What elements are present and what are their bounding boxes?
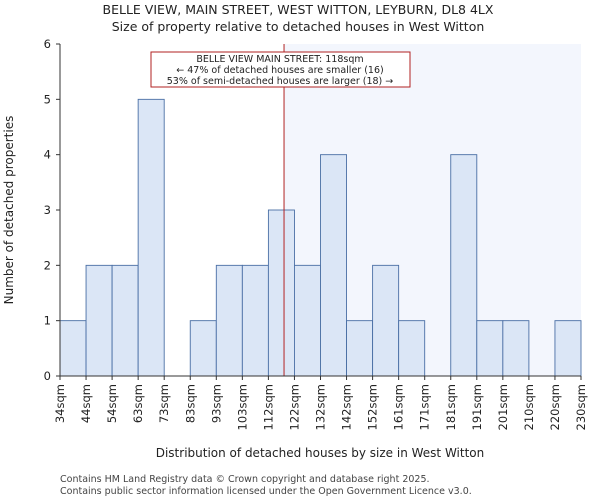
x-tick-label: 93sqm — [209, 384, 223, 423]
x-tick-label: 132sqm — [314, 384, 328, 430]
x-tick-label: 54sqm — [105, 384, 119, 423]
bar-93sqm — [215, 264, 243, 377]
y-tick-label: 3 — [44, 203, 51, 217]
y-axis: 0 1 2 3 4 5 6 — [44, 37, 61, 383]
y-axis-label: Number of detached properties — [2, 116, 16, 305]
bar-220sqm — [554, 320, 582, 377]
x-tick-label: 161sqm — [392, 384, 406, 430]
bar-161sqm — [398, 320, 426, 377]
x-tick-label: 34sqm — [53, 384, 67, 423]
y-tick-label: 6 — [44, 37, 51, 51]
bar-142sqm — [346, 320, 374, 377]
x-tick-label: 103sqm — [235, 384, 249, 430]
y-tick-label: 4 — [44, 148, 51, 162]
x-tick-label: 142sqm — [340, 384, 354, 430]
x-tick-label: 191sqm — [470, 384, 484, 430]
bar-63sqm — [137, 98, 165, 377]
bar-83sqm — [189, 320, 217, 377]
x-tick-label: 44sqm — [79, 384, 93, 423]
annotation-line-3: 53% of semi-detached houses are larger (… — [167, 76, 394, 87]
x-tick-label: 73sqm — [157, 384, 171, 423]
x-tick-label: 112sqm — [261, 384, 275, 430]
x-tick-label: 63sqm — [131, 384, 145, 423]
bar-122sqm — [294, 264, 321, 377]
y-tick-label: 2 — [44, 258, 51, 272]
bars-group — [59, 98, 582, 377]
chart-title: BELLE VIEW, MAIN STREET, WEST WITTON, LE… — [103, 2, 494, 17]
bar-181sqm — [450, 154, 478, 377]
bar-103sqm — [241, 264, 269, 377]
x-tick-label: 220sqm — [548, 384, 562, 430]
x-tick-label: 171sqm — [418, 384, 432, 430]
bar-132sqm — [320, 154, 347, 377]
annotation-box — [150, 51, 411, 88]
y-tick-label: 5 — [44, 92, 51, 106]
annotation-line-1: BELLE VIEW MAIN STREET: 118sqm — [196, 54, 363, 65]
x-axis: 34sqm 44sqm 54sqm 63sqm 73sqm 83sqm 93sqm 103sq… — [53, 375, 588, 430]
x-tick-label: 210sqm — [522, 384, 536, 430]
bar-152sqm — [372, 264, 400, 377]
x-tick-label: 152sqm — [366, 384, 380, 430]
annotation-line-2: ← 47% of detached houses are smaller (16… — [176, 65, 383, 76]
x-tick-label: 201sqm — [496, 384, 510, 430]
bar-54sqm — [111, 264, 139, 377]
x-tick-label: 122sqm — [287, 384, 301, 430]
bar-201sqm — [502, 320, 530, 377]
footer-line-1: Contains HM Land Registry data © Crown c… — [60, 474, 430, 485]
footer-line-2: Contains public sector information licen… — [60, 486, 472, 497]
bar-112sqm — [267, 209, 295, 377]
bar-191sqm — [476, 320, 504, 377]
y-tick-label: 0 — [44, 369, 51, 383]
y-tick-label: 1 — [44, 314, 51, 328]
bar-34sqm — [59, 320, 87, 377]
bar-44sqm — [85, 264, 113, 377]
x-tick-label: 230sqm — [574, 384, 588, 430]
x-axis-label: Distribution of detached houses by size … — [156, 446, 485, 460]
chart-subtitle: Size of property relative to detached ho… — [112, 19, 485, 34]
x-tick-label: 181sqm — [444, 384, 458, 430]
annotation: BELLE VIEW MAIN STREET: 118sqm ← 47% of … — [150, 51, 411, 88]
x-tick-label: 83sqm — [183, 384, 197, 423]
